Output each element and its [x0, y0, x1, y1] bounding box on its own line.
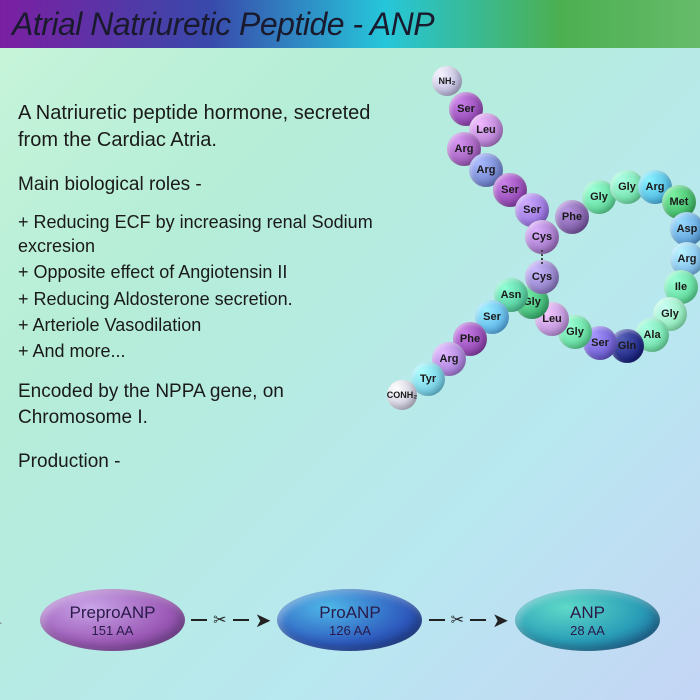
- peptide-chain-diagram: NH₂SerLeuArgArgSerSerCysPheGlyGlyArgMetA…: [370, 60, 690, 400]
- production-stage: PreproANP151 AA: [40, 589, 185, 651]
- role-item: + And more...: [18, 339, 378, 363]
- roles-label: Main biological roles -: [18, 172, 378, 198]
- infographic-canvas: Atrial Natriuretic Peptide - ANP A Natri…: [0, 0, 700, 700]
- role-item: + Reducing Aldosterone secretion.: [18, 287, 378, 311]
- scissors-icon: ✂: [213, 610, 226, 630]
- production-stage: ProANP126 AA: [277, 589, 422, 651]
- production-pathway: PreproANP151 AA✂➤ProANP126 AA✂➤ANP28 AA: [40, 580, 660, 660]
- header-bar: Atrial Natriuretic Peptide - ANP: [0, 0, 700, 48]
- page-title: Atrial Natriuretic Peptide - ANP: [12, 6, 434, 43]
- stage-name: ANP: [570, 603, 605, 623]
- stage-name: ProANP: [319, 603, 380, 623]
- disulfide-bond: [541, 250, 543, 264]
- stage-aa-count: 28 AA: [570, 623, 605, 638]
- cleavage-arrow: ✂➤: [191, 608, 271, 633]
- stage-aa-count: 126 AA: [329, 623, 371, 638]
- stage-name: PreproANP: [70, 603, 156, 623]
- scissors-icon: ✂: [451, 610, 464, 630]
- cleavage-arrow: ✂➤: [429, 608, 509, 633]
- amino-acid-sphere: Asp: [670, 212, 700, 246]
- production-label: Production -: [18, 449, 378, 475]
- role-item: + Arteriole Vasodilation: [18, 313, 378, 337]
- role-item: + Reducing ECF by increasing renal Sodiu…: [18, 210, 378, 259]
- amino-acid-sphere: NH₂: [432, 66, 462, 96]
- amino-acid-sphere: CONH₂: [387, 380, 417, 410]
- encoded-text: Encoded by the NPPA gene, on Chromosome …: [18, 379, 378, 430]
- description-block: A Natriuretic peptide hormone, secreted …: [18, 100, 378, 492]
- stage-aa-count: 151 AA: [92, 623, 134, 638]
- production-stage: ANP28 AA: [515, 589, 660, 651]
- amino-acid-sphere: Cys: [525, 220, 559, 254]
- stock-credit: Adobe Stock | #417476885: [0, 557, 2, 690]
- role-item: + Opposite effect of Angiotensin II: [18, 260, 378, 284]
- amino-acid-sphere: Cys: [525, 260, 559, 294]
- intro-text: A Natriuretic peptide hormone, secreted …: [18, 100, 378, 154]
- roles-list: + Reducing ECF by increasing renal Sodiu…: [18, 210, 378, 364]
